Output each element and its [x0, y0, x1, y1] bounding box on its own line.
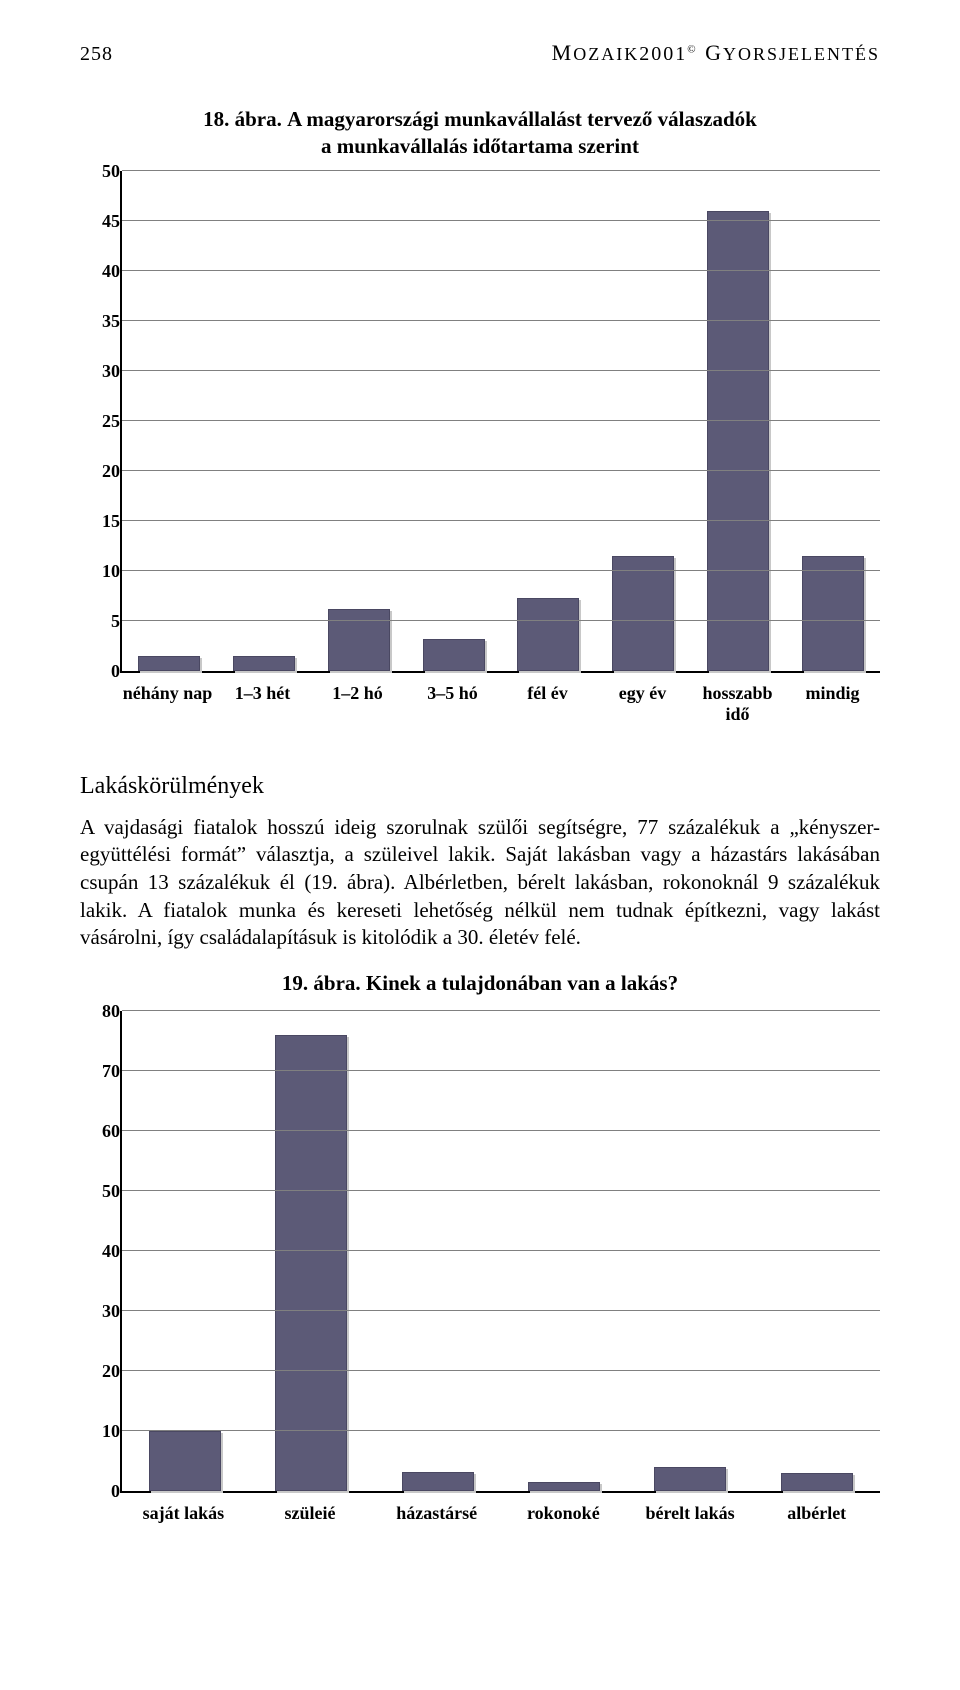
- bar: [802, 556, 864, 671]
- grid-line: [122, 220, 880, 221]
- grid-line: [122, 170, 880, 171]
- x-tick: mindig: [785, 683, 880, 725]
- running-title: MOZAIK2001© GYORSJELENTÉS: [552, 40, 880, 66]
- figure18-chart: 50454035302520151050 néhány nap1–3 hét1–…: [80, 171, 880, 725]
- title-part: YORSJELENTÉS: [723, 44, 880, 64]
- x-tick: 1–3 hét: [215, 683, 310, 725]
- x-tick: házastársé: [373, 1503, 500, 1524]
- x-tick: 1–2 hó: [310, 683, 405, 725]
- grid-line: [122, 320, 880, 321]
- title-part: M: [552, 40, 574, 65]
- bar: [612, 556, 674, 671]
- x-tick: néhány nap: [120, 683, 215, 725]
- grid-line: [122, 420, 880, 421]
- bar: [654, 1467, 726, 1491]
- bar: [138, 656, 200, 671]
- bar: [233, 656, 295, 671]
- bar: [528, 1482, 600, 1491]
- figure18-caption-line1: 18. ábra.: [203, 107, 282, 131]
- chart18-x-axis: néhány nap1–3 hét1–2 hó3–5 hófél évegy é…: [80, 683, 880, 725]
- bar: [149, 1431, 221, 1491]
- page: 258 MOZAIK2001© GYORSJELENTÉS 18. ábra. …: [0, 0, 960, 1544]
- x-tick: egy év: [595, 683, 690, 725]
- bar: [517, 598, 579, 671]
- title-part: G: [698, 40, 723, 65]
- grid-line: [122, 1310, 880, 1311]
- grid-line: [122, 1250, 880, 1251]
- grid-line: [122, 1430, 880, 1431]
- chart18-y-axis: 50454035302520151050: [80, 171, 120, 671]
- chart18-plot: [120, 171, 880, 673]
- grid-line: [122, 1070, 880, 1071]
- x-tick: hosszabb idő: [690, 683, 785, 725]
- x-tick: szüleié: [247, 1503, 374, 1524]
- grid-line: [122, 570, 880, 571]
- x-tick: rokonoké: [500, 1503, 627, 1524]
- figure18-caption-line3: a munkavállalás időtartama szerint: [321, 134, 639, 158]
- bar: [275, 1035, 347, 1491]
- bar: [402, 1472, 474, 1491]
- x-tick: bérelt lakás: [627, 1503, 754, 1524]
- grid-line: [122, 1010, 880, 1011]
- figure19-caption: 19. ábra. Kinek a tulajdonában van a lak…: [80, 970, 880, 997]
- grid-line: [122, 1370, 880, 1371]
- grid-line: [122, 1190, 880, 1191]
- bar: [328, 609, 390, 671]
- body-paragraph: A vajdasági fiatalok hosszú ideig szorul…: [80, 814, 880, 953]
- chart18-bars: [122, 171, 880, 671]
- title-part: OZAIK: [573, 44, 639, 64]
- grid-line: [122, 370, 880, 371]
- grid-line: [122, 1130, 880, 1131]
- title-part: 2001: [639, 43, 687, 65]
- copyright-sup: ©: [687, 43, 697, 55]
- chart19-bars: [122, 1011, 880, 1491]
- grid-line: [122, 520, 880, 521]
- chart19-plot: [120, 1011, 880, 1493]
- chart19-y-axis: 80706050403020100: [80, 1011, 120, 1491]
- figure18-caption-line2: A magyarországi munkavállalást tervező v…: [287, 107, 757, 131]
- running-header: 258 MOZAIK2001© GYORSJELENTÉS: [80, 40, 880, 66]
- grid-line: [122, 270, 880, 271]
- bar: [423, 639, 485, 671]
- section-heading: Lakáskörülmények: [80, 773, 880, 800]
- x-tick: albérlet: [753, 1503, 880, 1524]
- x-tick: saját lakás: [120, 1503, 247, 1524]
- x-tick: 3–5 hó: [405, 683, 500, 725]
- grid-line: [122, 470, 880, 471]
- bar: [707, 211, 769, 671]
- bar: [781, 1473, 853, 1491]
- page-number: 258: [80, 43, 113, 66]
- figure18-caption: 18. ábra. A magyarországi munkavállalást…: [80, 106, 880, 161]
- x-tick: fél év: [500, 683, 595, 725]
- grid-line: [122, 620, 880, 621]
- figure19-chart: 80706050403020100 saját lakásszüleiéháza…: [80, 1011, 880, 1524]
- chart19-x-axis: saját lakásszüleiéházastársérokonokébére…: [80, 1503, 880, 1524]
